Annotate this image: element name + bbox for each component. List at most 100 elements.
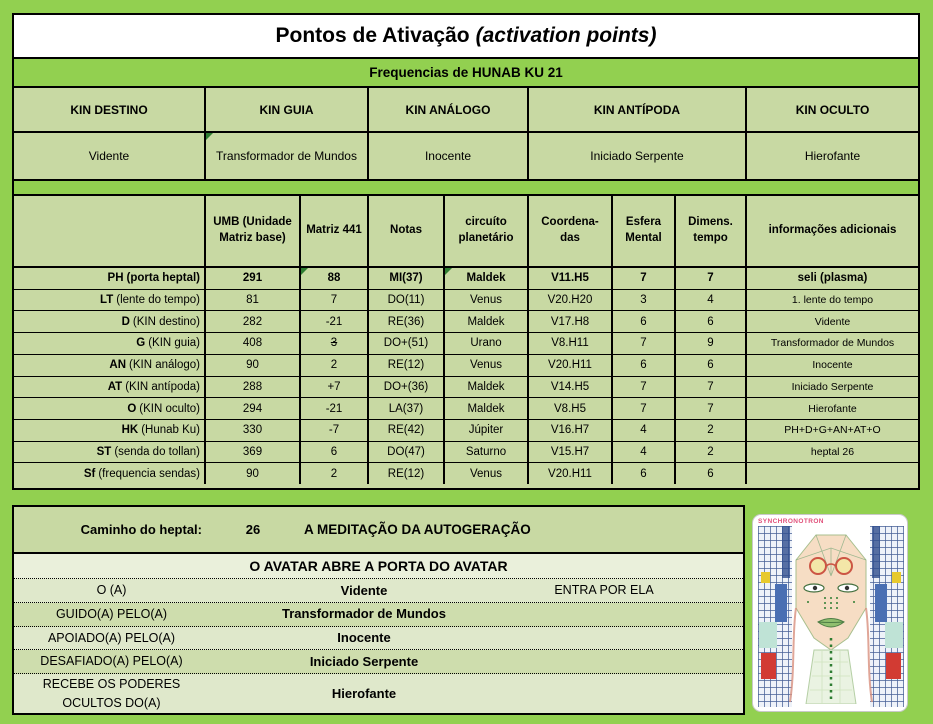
avatar-row-recebe: RECEBE OS PODERES OCULTOS DO(A) Hierofan… [14, 674, 743, 714]
header-dimens-tempo: Dimens. tempo [676, 196, 747, 266]
row-code: LT [100, 294, 114, 307]
dimens-cell: 9 [676, 333, 747, 354]
umb-cell: 288 [206, 376, 301, 398]
row-label: (porta heptal) [126, 272, 200, 285]
dimens-cell: 6 [676, 463, 747, 485]
row-label: (KIN oculto) [139, 402, 200, 415]
row-code: D [121, 315, 130, 328]
umb-cell: 291 [206, 268, 301, 289]
info-cell [747, 463, 918, 484]
header-matriz-441: Matriz 441 [301, 196, 369, 266]
row-code: PH [107, 272, 124, 285]
info-cell: Transformador de Mundos [770, 337, 895, 350]
kin-header-oculto: KIN OCULTO [747, 88, 918, 133]
row-label: (Hunab Ku) [141, 424, 200, 437]
coordenadas-cell: V20.H11 [529, 463, 613, 485]
header-coordenadas: Coordena-das [529, 196, 613, 266]
info-cell: heptal 26 [810, 445, 855, 458]
matriz-cell: -21 [301, 311, 369, 333]
avatar-row-apoiado: APOIADO(A) PELO(A) Inocente [14, 626, 743, 651]
notas-cell: DO(11) [369, 289, 445, 311]
page-title-main: Pontos de Ativação [275, 24, 470, 47]
avatar-header: O AVATAR ABRE A PORTA DO AVATAR [14, 554, 743, 579]
header-empty [14, 196, 206, 266]
umb-cell: 90 [206, 354, 301, 376]
synchronotron-card: SYNCHRONOTRON [752, 514, 908, 712]
avatar-row-o-a: O (A) Vidente ENTRA POR ELA [14, 579, 743, 603]
matriz-cell: 2 [301, 463, 369, 485]
notas-cell: DO+(36) [369, 376, 445, 398]
artwork-grid-left [758, 526, 792, 707]
frequencies-banner: Frequencias de HUNAB KU 21 [14, 59, 918, 88]
table-body: PH (porta heptal) 291 88 MI(37) Maldek V1… [14, 268, 918, 485]
matriz-cell: -7 [301, 419, 369, 441]
notas-cell: LA(37) [369, 398, 445, 419]
circuito-cell: Maldek [445, 398, 529, 419]
coordenadas-cell: V11.H5 [529, 268, 613, 289]
circuito-cell: Júpiter [445, 419, 529, 441]
kin-headers-row: KIN DESTINO KIN GUIA KIN ANÁLOGO KIN ANT… [14, 88, 918, 133]
info-cell: Hierofante [808, 402, 857, 415]
coordenadas-cell: V8.H11 [529, 333, 613, 354]
kin-header-destino: KIN DESTINO [14, 88, 206, 133]
info-cell: Iniciado Serpente [791, 380, 874, 393]
table-row-ph: PH (porta heptal) 291 88 MI(37) Maldek V1… [14, 268, 918, 290]
info-cell: 1. lente do tempo [791, 294, 874, 307]
esfera-cell: 4 [613, 441, 676, 463]
notas-cell: RE(12) [369, 354, 445, 376]
dimens-cell: 7 [676, 398, 747, 419]
esfera-cell: 7 [613, 333, 676, 354]
row-code: Sf [83, 467, 96, 480]
circuito-cell: Maldek [445, 311, 529, 333]
esfera-cell: 7 [613, 376, 676, 398]
activation-points-panel: Pontos de Ativação (activation points) F… [12, 13, 920, 490]
esfera-cell: 6 [613, 354, 676, 376]
notas-cell: DO(47) [369, 441, 445, 463]
dimens-cell: 6 [676, 354, 747, 376]
dimens-cell: 7 [676, 268, 747, 289]
umb-cell: 330 [206, 419, 301, 441]
coordenadas-cell: V20.H11 [529, 354, 613, 376]
comment-indicator-icon [206, 133, 213, 140]
esfera-cell: 6 [613, 311, 676, 333]
avatar-row-guido: GUIDO(A) PELO(A) Transformador de Mundos [14, 602, 743, 627]
row-code: ST [96, 445, 112, 458]
umb-cell: 90 [206, 463, 301, 485]
matriz-cell[interactable]: 88 [301, 268, 369, 289]
header-circuito-planetario: circuíto planetário [445, 196, 529, 266]
avatar-rows: O (A) Vidente ENTRA POR ELA GUIDO(A) PEL… [14, 579, 743, 714]
dimens-cell: 6 [676, 311, 747, 333]
circuito-cell: Urano [445, 333, 529, 354]
header-informacoes-adicionais: informações adicionais [768, 224, 897, 237]
matriz-cell: -21 [301, 398, 369, 419]
kin-value-antipoda: Iniciado Serpente [529, 133, 747, 181]
header-umb: UMB (Unidade Matriz base) [206, 196, 301, 266]
circuito-cell: Maldek [445, 376, 529, 398]
circuito-cell: Saturno [445, 441, 529, 463]
caminho-label: Caminho do heptal: [80, 522, 202, 537]
dimens-cell: 2 [676, 441, 747, 463]
avatar-panel: Caminho do heptal: 26 A MEDITAÇÃO DA AUT… [12, 505, 745, 715]
table-row-at: AT (KIN antípoda) 288 +7 DO+(36) Maldek V… [14, 376, 918, 399]
comment-indicator-icon [301, 268, 308, 275]
table-header-row: UMB (Unidade Matriz base) Matriz 441 Not… [14, 196, 918, 268]
kin-value-guia[interactable]: Transformador de Mundos [206, 133, 369, 181]
page-title-sub: (activation points) [475, 24, 657, 47]
row-code: G [136, 337, 146, 350]
page-title: Pontos de Ativação (activation points) [14, 15, 918, 59]
circuito-cell[interactable]: Maldek [445, 268, 529, 289]
matriz-cell: +7 [301, 376, 369, 398]
row-label: (frequencia sendas) [98, 467, 200, 480]
circuito-cell: Venus [445, 463, 529, 485]
circuito-cell: Venus [445, 354, 529, 376]
info-cell: Inocente [812, 359, 853, 372]
umb-cell: 81 [206, 289, 301, 311]
esfera-cell: 7 [613, 398, 676, 419]
table-row-lt: LT (lente do tempo) 81 7 DO(11) Venus V20… [14, 289, 918, 312]
header-esfera-mental: Esfera Mental [613, 196, 676, 266]
comment-indicator-icon [445, 268, 452, 275]
matriz-cell: 3 [301, 333, 369, 354]
separator-band [14, 181, 918, 196]
row-label: (lente do tempo) [116, 294, 200, 307]
